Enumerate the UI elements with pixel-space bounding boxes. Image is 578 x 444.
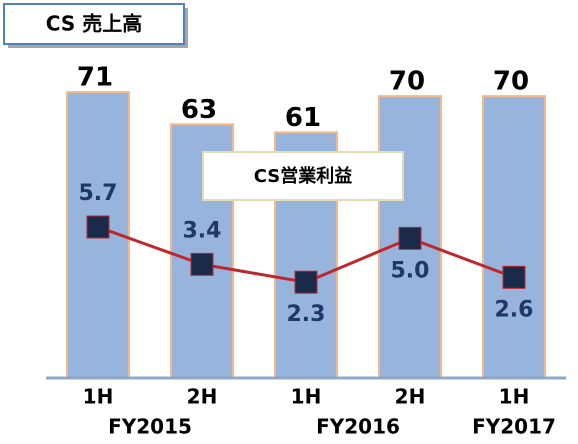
line-marker [398,226,422,250]
x-tick-label: 2H [395,385,426,409]
bar [482,95,546,379]
bar-value-label: 61 [285,103,321,133]
x-tick-label: 1H [291,385,322,409]
line-value-label: 2.6 [495,297,534,322]
title-box [3,3,185,45]
line-value-label: 5.0 [391,258,430,283]
group-label: FY2017 [472,415,556,439]
x-tick-label: 1H [83,385,114,409]
group-label: FY2015 [108,415,192,439]
line-marker [294,270,318,294]
line-marker [86,215,110,239]
x-tick-label: 2H [187,385,218,409]
legend-box [202,151,404,201]
chart-title: CS 売上高 [46,12,142,36]
x-tick-label: 1H [499,385,530,409]
line-marker [502,265,526,289]
bar-value-label: 63 [181,95,217,125]
line-value-label: 5.7 [79,181,118,206]
line-marker [190,252,214,276]
line-value-label: 3.4 [183,218,222,243]
group-label: FY2016 [316,415,400,439]
bar-value-label: 71 [77,63,113,93]
bar-value-label: 70 [493,67,529,97]
line-value-label: 2.3 [287,302,326,327]
bar-value-label: 70 [389,67,425,97]
legend-label: CS営業利益 [254,165,353,187]
